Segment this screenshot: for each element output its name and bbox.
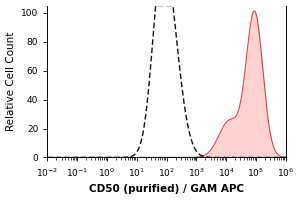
Y-axis label: Relative Cell Count: Relative Cell Count xyxy=(6,32,16,131)
X-axis label: CD50 (purified) / GAM APC: CD50 (purified) / GAM APC xyxy=(89,184,244,194)
